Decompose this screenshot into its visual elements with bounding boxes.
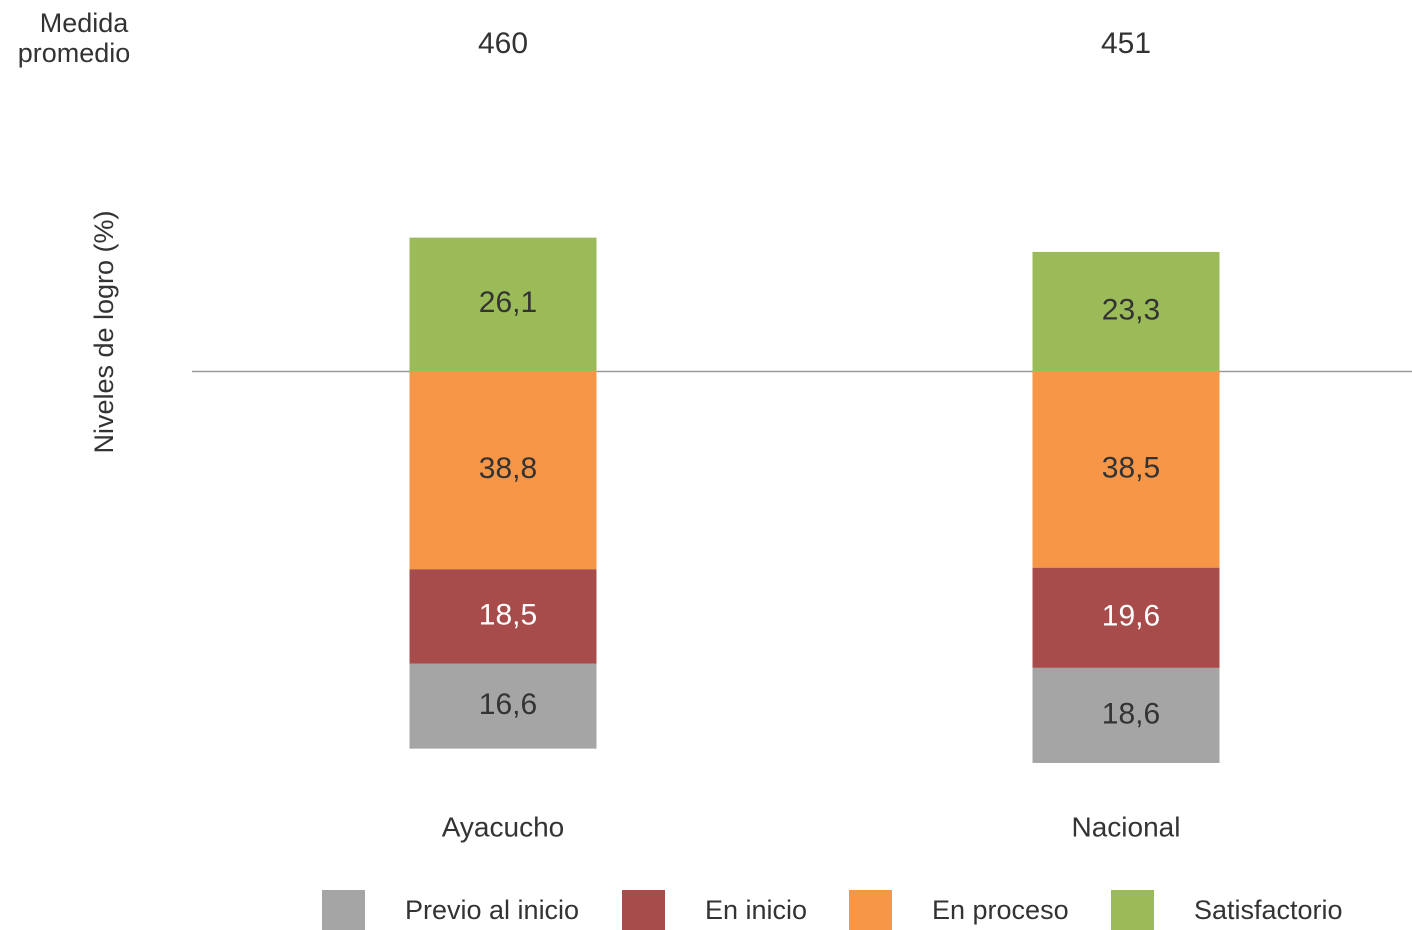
data-label: 18,5 (479, 598, 537, 631)
bar-segment (1032, 567, 1220, 668)
data-label: 26,1 (479, 286, 537, 319)
bar-segment (409, 569, 597, 664)
bar-segment (1032, 371, 1220, 568)
bar-segment (1032, 251, 1220, 371)
data-label: 16,6 (479, 688, 537, 721)
legend-swatch (622, 890, 665, 930)
measure-value: 460 (478, 27, 528, 60)
legend-label: En proceso (932, 895, 1069, 925)
measure-value: 451 (1101, 27, 1151, 60)
bar-segment (409, 663, 597, 749)
legend-swatch (322, 890, 365, 930)
legend-label: Previo al inicio (405, 895, 579, 925)
measure-label: promedio (18, 38, 131, 68)
bar-segment (1032, 667, 1220, 763)
legend-label: Satisfactorio (1194, 895, 1343, 925)
data-label: 23,3 (1102, 293, 1160, 326)
legend-label: En inicio (705, 895, 807, 925)
data-label: 19,6 (1102, 600, 1160, 633)
y-axis-label: Niveles de logro (%) (89, 210, 119, 453)
bar-segment (409, 371, 597, 570)
data-label: 18,6 (1102, 697, 1160, 730)
data-label: 38,8 (479, 452, 537, 485)
measure-label: Medida (40, 8, 130, 38)
x-tick-label: Ayacucho (442, 811, 564, 842)
x-tick-label: Nacional (1072, 811, 1181, 842)
legend-swatch (1111, 890, 1154, 930)
bar-segment (409, 237, 597, 371)
data-label: 38,5 (1102, 451, 1160, 484)
legend-swatch (849, 890, 892, 930)
